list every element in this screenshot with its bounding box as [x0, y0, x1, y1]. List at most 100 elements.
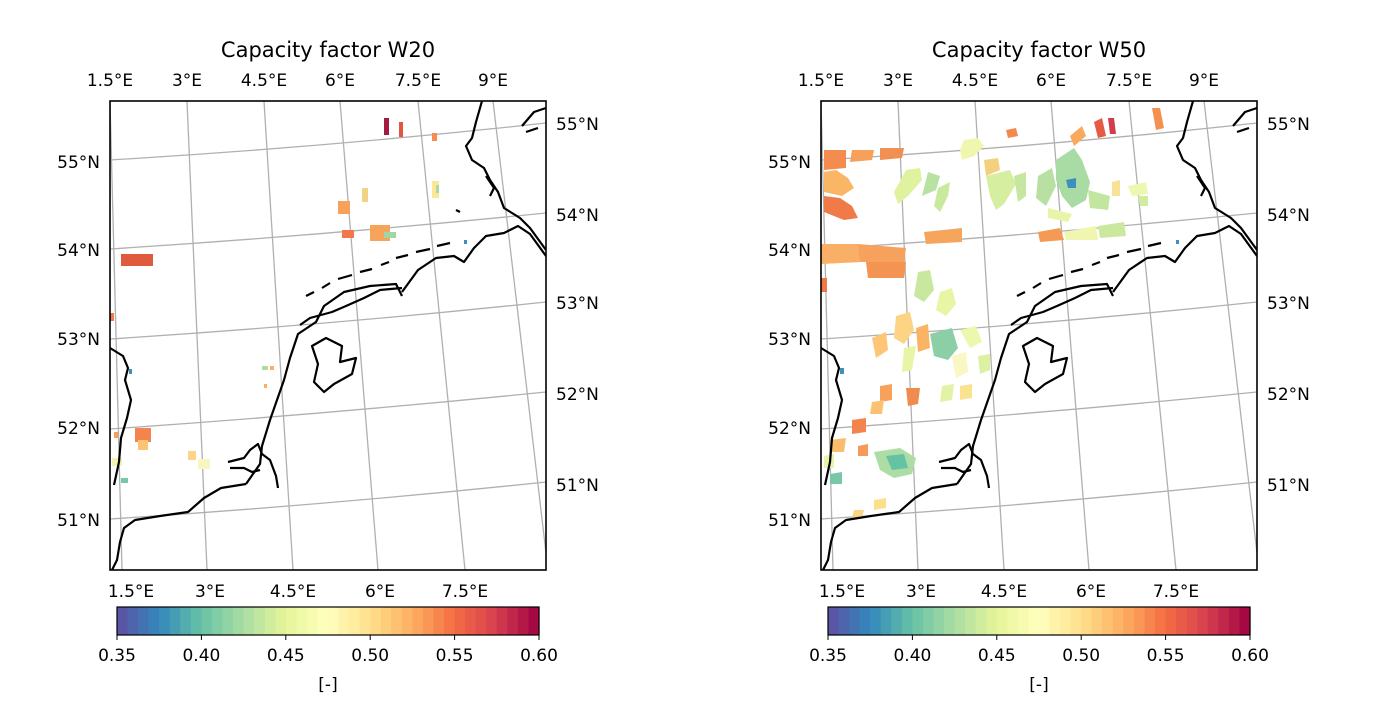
colorbar-segment: [954, 607, 966, 635]
colorbar-segment: [159, 607, 171, 635]
right-tick-label: 53°N: [1267, 294, 1310, 314]
colorbar-segment: [243, 607, 255, 635]
top-tick-label: 1.5°E: [87, 71, 133, 91]
colorbar-tick-label: 0.55: [1147, 646, 1185, 666]
colorbar-segment: [912, 607, 924, 635]
right-tick-label: 55°N: [556, 115, 599, 135]
right-tick-labels: 55°N 54°N 53°N 52°N 51°N: [556, 115, 599, 496]
left-tick-label: 55°N: [57, 153, 100, 173]
right-tick-label: 54°N: [556, 206, 599, 226]
colorbar-segment: [296, 607, 308, 635]
colorbar-segment: [1197, 607, 1209, 635]
colorbar-segment: [254, 607, 266, 635]
colorbar-segment: [828, 607, 840, 635]
colorbar-segment: [201, 607, 213, 635]
colorbar-segment: [1207, 607, 1219, 635]
right-tick-labels: 55°N 54°N 53°N 52°N 51°N: [1267, 115, 1310, 496]
colorbar-segment: [338, 607, 350, 635]
colorbar-tick-label: 0.40: [182, 646, 220, 666]
top-tick-label: 4.5°E: [241, 71, 287, 91]
left-tick-labels: 55°N 54°N 53°N 52°N 51°N: [57, 153, 100, 531]
left-tick-label: 53°N: [57, 330, 100, 350]
colorbar-segment: [1039, 607, 1051, 635]
colorbar-segment: [349, 607, 361, 635]
colorbar-segment: [475, 607, 487, 635]
bottom-tick-label: 7.5°E: [442, 582, 488, 602]
left-tick-label: 52°N: [768, 419, 811, 439]
top-tick-label: 3°E: [172, 71, 202, 91]
colorbar-segment: [391, 607, 403, 635]
top-tick-label: 7.5°E: [1106, 71, 1152, 91]
panel-title: Capacity factor W20: [221, 38, 435, 62]
bottom-tick-label: 6°E: [365, 582, 395, 602]
top-tick-label: 6°E: [325, 71, 355, 91]
bottom-tick-label: 6°E: [1076, 582, 1106, 602]
left-tick-label: 54°N: [768, 241, 811, 261]
colorbar-tick-label: 0.45: [978, 646, 1016, 666]
colorbar-segment: [965, 607, 977, 635]
colorbar-segment: [380, 607, 392, 635]
colorbar-segment: [317, 607, 329, 635]
colorbar-segment: [359, 607, 371, 635]
colorbar-segment: [138, 607, 150, 635]
colorbar-segments: [828, 607, 1251, 635]
top-tick-labels: 1.5°E 3°E 4.5°E 6°E 7.5°E 9°E: [798, 71, 1219, 91]
colorbar-segment: [933, 607, 945, 635]
colorbar-tick-label: 0.40: [893, 646, 931, 666]
colorbar-segment: [1165, 607, 1177, 635]
left-tick-label: 54°N: [57, 241, 100, 261]
colorbar-segment: [370, 607, 382, 635]
colorbar-segments: [117, 607, 540, 635]
colorbar-segment: [859, 607, 871, 635]
colorbar-segment: [1186, 607, 1198, 635]
colorbar-segment: [444, 607, 456, 635]
colorbar-segment: [285, 607, 297, 635]
map-panel-w50: Capacity factor W50 1.5°E 3°E 4.5°E 6°E …: [768, 38, 1310, 695]
colorbar-segment: [180, 607, 192, 635]
colorbar-segment: [148, 607, 160, 635]
colorbar-segment: [169, 607, 181, 635]
colorbar-segment: [127, 607, 139, 635]
colorbar-segment: [465, 607, 477, 635]
bottom-tick-label: 1.5°E: [819, 582, 865, 602]
top-tick-label: 7.5°E: [395, 71, 441, 91]
colorbar-segment: [880, 607, 892, 635]
colorbar-segment: [870, 607, 882, 635]
bottom-tick-label: 4.5°E: [270, 582, 316, 602]
colorbar-tick-label: 0.60: [1231, 646, 1269, 666]
colorbar-segment: [190, 607, 202, 635]
colorbar-segment: [838, 607, 850, 635]
colorbar-tick-label: 0.55: [436, 646, 474, 666]
colorbar-segment: [986, 607, 998, 635]
colorbar-segment: [944, 607, 956, 635]
colorbar-segment: [306, 607, 319, 635]
top-tick-label: 1.5°E: [798, 71, 844, 91]
colorbar-segment: [222, 607, 234, 635]
colorbar-segment: [275, 607, 287, 635]
colorbar-segment: [211, 607, 224, 635]
colorbar-segment: [1112, 607, 1124, 635]
colorbar-segment: [1017, 607, 1030, 635]
top-tick-label: 6°E: [1036, 71, 1066, 91]
right-tick-label: 52°N: [556, 385, 599, 405]
colorbar-ticks: [116, 635, 540, 640]
top-tick-label: 3°E: [883, 71, 913, 91]
colorbar-segment: [891, 607, 903, 635]
right-tick-label: 51°N: [1267, 476, 1310, 496]
colorbar-segment: [1155, 607, 1167, 635]
graticule: [110, 101, 546, 570]
left-tick-label: 51°N: [57, 511, 100, 531]
right-tick-label: 53°N: [556, 294, 599, 314]
bottom-tick-label: 7.5°E: [1153, 582, 1199, 602]
colorbar-segment: [412, 607, 424, 635]
colorbar-segment: [901, 607, 913, 635]
colorbar-label: [-]: [318, 675, 337, 695]
colorbar-tick-label: 0.35: [809, 646, 847, 666]
colorbar-segment: [1144, 607, 1156, 635]
top-tick-label: 9°E: [1189, 71, 1219, 91]
colorbar-segment: [328, 607, 340, 635]
colorbar-segment: [1070, 607, 1082, 635]
wind-farm-patches: [821, 108, 1179, 518]
graticule: [821, 101, 1257, 570]
